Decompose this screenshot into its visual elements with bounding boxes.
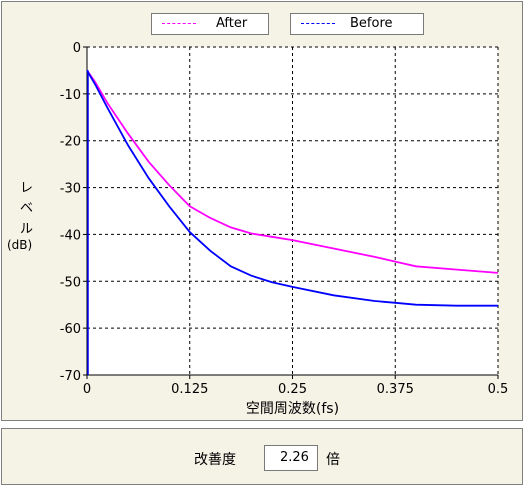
y-tick-label-6: -60 <box>60 322 81 337</box>
y-axis-label-char-1: レ <box>20 181 34 196</box>
y-axis-label-char-3: ル <box>20 222 34 237</box>
improvement-panel <box>1 428 523 485</box>
x-tick-label-2: 0.25 <box>278 382 307 397</box>
y-tick-label-2: -20 <box>60 135 81 150</box>
y-axis-label-char-2: ベ <box>20 201 34 216</box>
series-line-after <box>86 69 499 274</box>
x-tick-label-0: 0 <box>83 382 91 397</box>
x-tick-label-4: 0.5 <box>488 382 509 397</box>
y-tick-label-4: -40 <box>60 228 81 243</box>
improvement-value-field: 2.26 <box>264 445 318 471</box>
legend-before-label: Before <box>350 16 393 31</box>
y-tick-label-5: -50 <box>60 275 81 290</box>
series-line-before <box>86 69 498 307</box>
y-tick-label-0: 0 <box>73 41 81 56</box>
legend-after: After <box>151 13 269 35</box>
legend-after-label: After <box>216 16 248 31</box>
legend-before-line <box>301 23 335 24</box>
x-tick-label-1: 0.125 <box>171 382 208 397</box>
y-tick-label-7: -70 <box>60 369 81 384</box>
legend-before: Before <box>290 13 424 35</box>
y-axis-label-unit: (dB) <box>7 238 33 252</box>
legend-after-line <box>162 23 196 24</box>
improvement-label: 改善度 <box>194 452 236 468</box>
y-tick-label-3: -30 <box>60 182 81 197</box>
improvement-unit: 倍 <box>326 452 340 468</box>
x-tick-label-3: 0.375 <box>377 382 414 397</box>
y-tick-label-1: -10 <box>60 88 81 103</box>
x-axis-label: 空間周波数(fs) <box>246 401 339 417</box>
